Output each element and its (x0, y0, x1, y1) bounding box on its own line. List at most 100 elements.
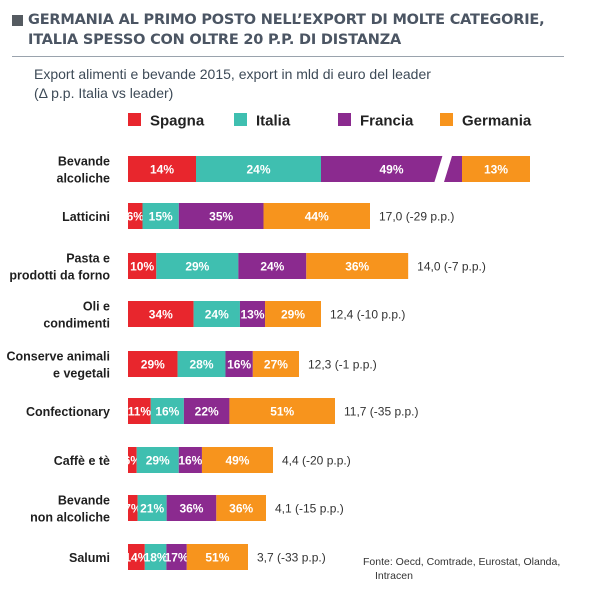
legend-item-francia: Francia (338, 113, 414, 130)
data-label: 36% (229, 502, 253, 516)
category-label: Pasta e (66, 252, 110, 266)
legend-label: Germania (462, 113, 532, 130)
bar-segment-spagna (128, 156, 196, 182)
chart-title-line-2: ITALIA SPESSO CON OLTRE 20 P.P. DI DISTA… (28, 32, 402, 48)
bar-row-2: Pasta e prodotti da forno 10% 29% 24% 36% 14,0… (9, 252, 486, 283)
bar-segment-italia (136, 447, 179, 473)
value-annotation: 14,0 (-7 p.p.) (417, 260, 486, 274)
bar-segment-germania (216, 495, 266, 521)
data-label: 49% (379, 163, 403, 177)
bar-segment-italia (142, 203, 179, 229)
data-label: 28% (190, 358, 214, 372)
category-label: alcoliche (57, 172, 111, 186)
category-label: Bevande (58, 155, 110, 169)
bar-segment-spagna (128, 495, 138, 521)
bar-segment-germania (265, 301, 321, 327)
bar-segment-spagna (128, 544, 145, 570)
bar-segment-spagna (128, 447, 137, 473)
category-label: Latticini (62, 210, 110, 224)
data-label: 16% (227, 358, 251, 372)
data-label: 18% (144, 551, 168, 565)
value-annotation: 4,4 (-20 p.p.) (282, 454, 351, 468)
bar-segment-spagna (128, 203, 143, 229)
bar-segment-germania (462, 156, 530, 182)
category-label: condimenti (43, 317, 110, 331)
bar-segment-francia (238, 253, 307, 279)
bar-row-1: Latticini 6% 15% 35% 44% 17,0 (-29 p.p.) (62, 203, 454, 229)
category-label: Oli e (83, 300, 110, 314)
bar-row-8: Salumi 14%18%17% 51% 3,7 (-33 p.p.) (69, 544, 326, 570)
data-label: 22% (195, 405, 219, 419)
category-label: Caffè e tè (54, 454, 110, 468)
value-annotation: 4,1 (-15 p.p.) (275, 502, 344, 516)
data-label: 10% (130, 260, 154, 274)
bar-segment-germania (306, 253, 409, 279)
chart-subtitle-line-2: (Δ p.p. Italia vs leader) (34, 85, 174, 101)
data-label: 44% (305, 210, 329, 224)
data-label: 29% (141, 358, 165, 372)
bar-row-3: Oli e condimenti 34% 24% 13% 29% 12,4 (-10 p.p… (43, 300, 405, 331)
data-label: 16% (178, 454, 202, 468)
category-label: e vegetali (53, 367, 110, 381)
legend-item-italia: Italia (234, 113, 291, 130)
data-label: 24% (205, 308, 229, 322)
data-label: 51% (205, 551, 229, 565)
data-label: 7% (124, 502, 142, 516)
legend-swatch (440, 113, 453, 126)
category-label: non alcoliche (30, 511, 110, 525)
data-label: 14% (124, 551, 148, 565)
bar-row-7: Bevande non alcoliche 7%21% 36% 36% 4,1 (-15 … (30, 494, 344, 525)
axis-break-line (433, 155, 443, 183)
chart-title-line-1: GERMANIA AL PRIMO POSTO NELL’EXPORT DI M… (28, 12, 545, 28)
data-label: 24% (246, 163, 270, 177)
legend-swatch (234, 113, 247, 126)
data-label: 13% (484, 163, 508, 177)
data-label: 15% (149, 210, 173, 224)
bar-segment-spagna (128, 398, 151, 424)
legend-swatch (338, 113, 351, 126)
legend-swatch (128, 113, 141, 126)
source-note-line-2: Intracen (375, 570, 413, 582)
data-label: 27% (264, 358, 288, 372)
category-label: Confectionary (26, 405, 110, 419)
source-note-line-1: Fonte: Oecd, Comtrade, Eurostat, Olanda, (363, 556, 560, 568)
category-label: prodotti da forno (9, 269, 110, 283)
legend-item-germania: Germania (440, 113, 532, 130)
title-square-icon (12, 15, 23, 26)
bar-segment-francia (183, 398, 230, 424)
bar-row-6: Caffè e tè 6% 29% 16% 49% 4,4 (-20 p.p.) (54, 447, 351, 473)
data-label: 51% (270, 405, 294, 419)
bar-segment-italia (156, 253, 239, 279)
data-label: 29% (281, 308, 305, 322)
data-label: 29% (146, 454, 170, 468)
bar-segment-spagna (128, 301, 194, 327)
bar-segment-italia (137, 495, 167, 521)
bar-row-4: Conserve animali e vegetali 29% 28% 16% 27% 12… (6, 350, 376, 381)
value-annotation: 11,7 (-35 p.p.) (344, 405, 418, 419)
data-label: 34% (149, 308, 173, 322)
category-label: Salumi (69, 551, 110, 565)
value-annotation: 3,7 (-33 p.p.) (257, 551, 326, 565)
bar-segment-italia (144, 544, 167, 570)
data-label: 17% (165, 551, 189, 565)
category-label: Bevande (58, 494, 110, 508)
data-label: 29% (185, 260, 209, 274)
data-label: 21% (140, 502, 164, 516)
bar-segment-germania (252, 351, 299, 377)
bar-segment-francia (178, 203, 264, 229)
legend-label: Francia (360, 113, 414, 130)
bar-segment-francia (239, 301, 266, 327)
bar-segment-francia (166, 544, 187, 570)
bar-segment-francia (166, 495, 217, 521)
bar-row-5: Confectionary 11% 16% 22% 51% 11,7 (-35 p.p.) (26, 398, 418, 424)
data-label: 14% (150, 163, 174, 177)
value-annotation: 12,3 (-1 p.p.) (308, 358, 377, 372)
data-label: 13% (240, 308, 264, 322)
category-label: Conserve animali (6, 350, 110, 364)
bar-segment-francia (225, 351, 253, 377)
value-annotation: 17,0 (-29 p.p.) (379, 210, 454, 224)
bar-segment-italia (196, 156, 321, 182)
data-label: 16% (155, 405, 179, 419)
